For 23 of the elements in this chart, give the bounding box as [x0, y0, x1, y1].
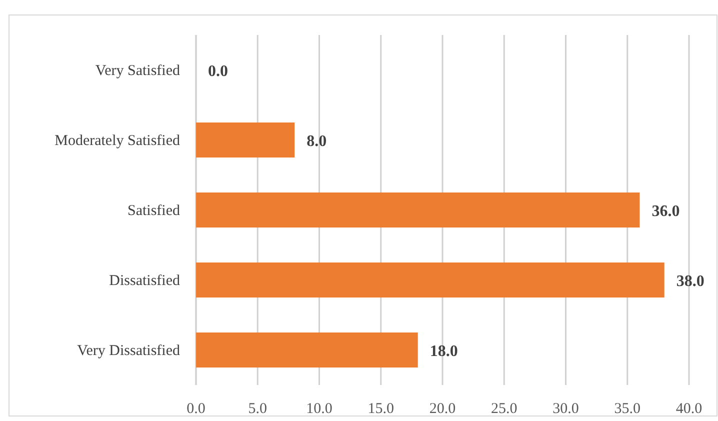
- data-label: 18.0: [430, 343, 458, 360]
- data-label: 38.0: [676, 273, 704, 290]
- bar: [196, 262, 664, 298]
- data-label: 8.0: [306, 133, 327, 150]
- bar: [196, 332, 418, 368]
- y-tick-label: Satisfied: [128, 203, 180, 219]
- data-label: 0.0: [208, 63, 228, 80]
- y-tick-label: Very Satisfied: [95, 63, 180, 79]
- bar: [196, 122, 295, 158]
- x-tick-label: 30.0: [552, 401, 579, 417]
- x-tick-label: 0.0: [186, 401, 206, 417]
- y-tick-label: Very Dissatisfied: [77, 343, 180, 359]
- x-tick-label: 10.0: [306, 401, 332, 417]
- x-tick-label: 15.0: [368, 401, 394, 417]
- x-tick-label: 5.0: [248, 401, 267, 417]
- bar: [196, 192, 640, 228]
- x-tick-label: 25.0: [491, 401, 518, 417]
- data-label: 36.0: [652, 203, 680, 220]
- y-tick-label: Dissatisfied: [109, 273, 180, 289]
- x-tick-label: 40.0: [676, 401, 702, 417]
- x-tick-label: 20.0: [429, 401, 456, 417]
- y-tick-label: Moderately Satisfied: [54, 133, 180, 149]
- x-tick-label: 35.0: [614, 401, 640, 417]
